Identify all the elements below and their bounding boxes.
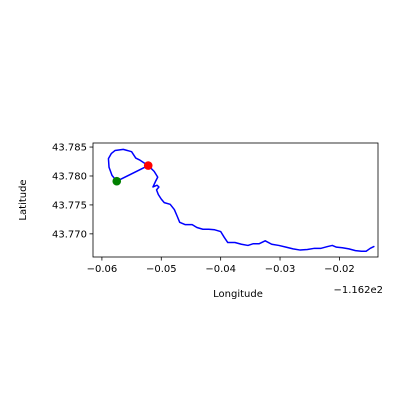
x-axis-label: Longitude (213, 289, 263, 300)
y-tick-label: 43.785 (52, 143, 87, 154)
x-tick-label: −0.02 (324, 264, 355, 275)
plot-frame (92, 142, 379, 258)
x-axis: −0.06 −0.05 −0.04 −0.03 −0.02 (87, 257, 355, 275)
marker-layer (112, 161, 153, 186)
y-axis-label: Latitude (18, 179, 29, 220)
x-tick-label: −0.03 (265, 264, 296, 275)
plot-area (93, 143, 378, 257)
track-line-3 (116, 164, 149, 182)
x-tick-label: −0.06 (87, 264, 118, 275)
y-axis: 43.770 43.775 43.780 43.785 (52, 143, 93, 240)
y-tick-label: 43.770 (52, 229, 87, 240)
start-marker (112, 176, 122, 186)
x-tick-label: −0.05 (146, 264, 177, 275)
y-tick-label: 43.775 (52, 200, 87, 211)
track-line-2 (107, 148, 149, 182)
y-tick-label: 43.780 (52, 171, 87, 182)
series-layer (107, 148, 375, 252)
x-tick-label: −0.04 (205, 264, 236, 275)
x-axis-offset-text: −1.162e2 (333, 285, 383, 296)
track-line-1 (147, 164, 375, 252)
end-marker (143, 161, 153, 170)
